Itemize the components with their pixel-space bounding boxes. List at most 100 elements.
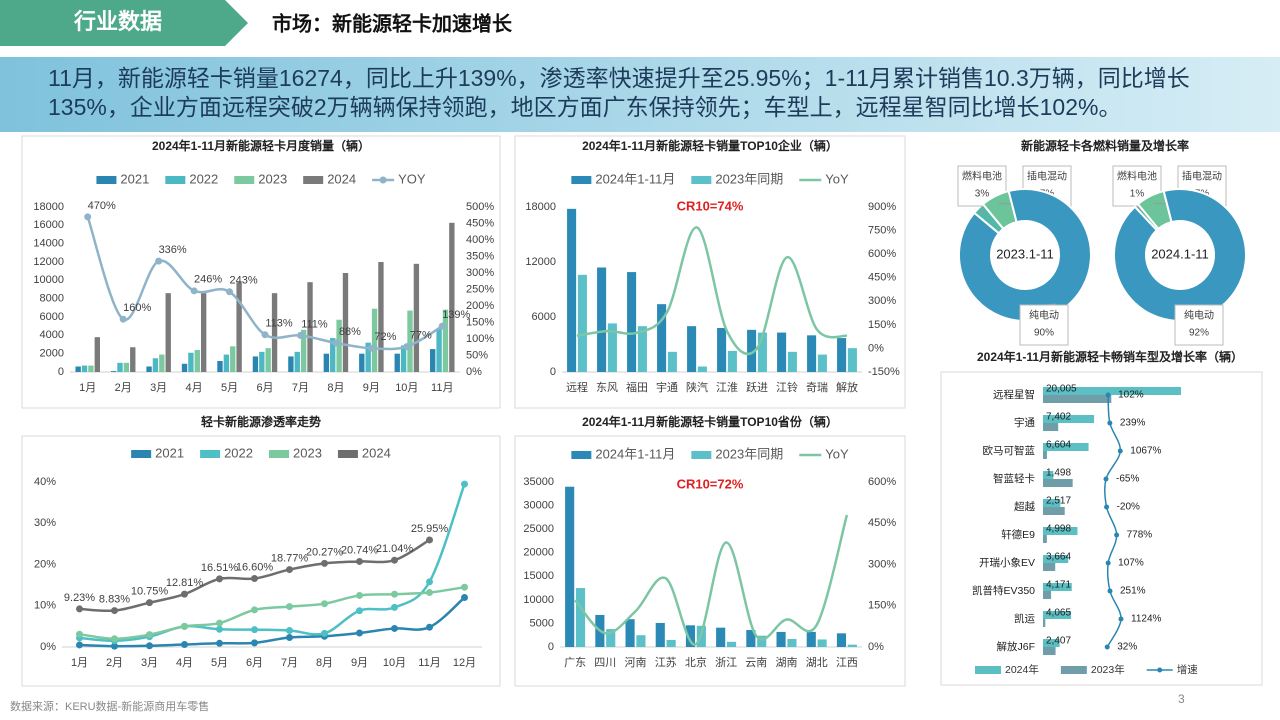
line	[86, 216, 443, 351]
donut-center: 2023.1-11	[996, 246, 1054, 261]
bar	[1043, 415, 1095, 423]
bar	[378, 262, 384, 372]
y-tick-label: 14000	[33, 238, 64, 250]
marker	[391, 624, 398, 632]
data-label: 12.81%	[166, 577, 204, 589]
bar	[667, 351, 677, 372]
bar	[407, 310, 413, 372]
data-label: 102%	[1118, 390, 1144, 401]
legend-swatch	[975, 666, 1001, 674]
data-label: 4,998	[1046, 524, 1071, 535]
data-label: 21.04%	[376, 543, 414, 555]
bar	[1043, 507, 1065, 515]
marker	[1105, 392, 1111, 398]
bar	[817, 639, 827, 647]
marker	[286, 627, 293, 634]
marker	[321, 559, 328, 567]
legend-swatch	[165, 176, 186, 184]
tab-shape	[0, 0, 248, 46]
y2-tick-label: 200%	[466, 300, 494, 312]
line	[574, 514, 849, 646]
bar	[1043, 395, 1112, 403]
bar	[230, 346, 236, 372]
legend-label: 增速	[1177, 663, 1199, 676]
slice-label: 纯电动	[1029, 309, 1059, 322]
y2-tick-label: 100%	[466, 333, 494, 345]
bar	[117, 362, 123, 372]
marker	[391, 590, 398, 598]
bar	[449, 222, 455, 372]
line	[576, 226, 848, 356]
chart-title: 2024年1-11月新能源轻卡月度销量（辆）	[152, 138, 370, 153]
legend-swatch	[691, 176, 712, 184]
legend-label: 2022	[224, 445, 253, 460]
y-tick-label: 16000	[33, 219, 64, 231]
x-tick-label: 远程	[566, 381, 588, 394]
summary-band	[0, 57, 1280, 132]
data-label: 20,005	[1046, 384, 1077, 395]
data-label: 778%	[1127, 530, 1153, 541]
bar	[359, 353, 365, 372]
bar	[847, 644, 857, 647]
data-label: 32%	[1117, 642, 1137, 653]
y2-tick-label: 150%	[868, 600, 896, 612]
marker	[76, 641, 83, 649]
marker	[76, 630, 83, 638]
tab-label: 行业数据	[73, 9, 162, 34]
data-label: 7,402	[1046, 412, 1071, 423]
slice-label: 燃料电池	[1117, 170, 1157, 183]
panel	[940, 371, 1263, 686]
legend-label: YOY	[398, 171, 426, 186]
data-label: 160%	[123, 302, 151, 314]
marker	[226, 288, 234, 296]
x-tick-label: 5月	[211, 657, 228, 669]
bar	[1043, 479, 1073, 487]
x-tick-label: 6月	[256, 382, 273, 394]
legend-swatch	[571, 176, 592, 184]
bar	[223, 354, 230, 372]
y2-tick-label: 450%	[868, 517, 896, 529]
bar	[342, 273, 349, 372]
bar	[1043, 451, 1047, 459]
bar	[300, 329, 307, 372]
y-tick-label: 18000	[33, 201, 64, 213]
marker	[461, 583, 468, 591]
x-tick-label: 6月	[246, 657, 263, 669]
x-tick-label: 2月	[115, 382, 132, 394]
bar	[1043, 647, 1056, 655]
data-label: 107%	[1118, 558, 1144, 569]
legend-swatch	[1060, 666, 1087, 674]
marker	[286, 634, 293, 642]
marker	[356, 607, 363, 615]
data-label: 113%	[265, 318, 293, 330]
marker	[251, 606, 258, 614]
category-label: 欧马可智蓝	[983, 444, 1036, 457]
bar	[747, 329, 757, 372]
marker	[461, 480, 468, 488]
marker	[216, 619, 223, 627]
x-tick-label: 浙江	[715, 656, 737, 669]
chart-title: 轻卡新能源渗透率走势	[201, 414, 321, 429]
y-tick-label: 6000	[532, 311, 556, 323]
bar	[1043, 423, 1059, 431]
marker	[146, 631, 153, 639]
marker	[296, 331, 304, 339]
legend: 2024年1-11月 2023年同期 YoY	[571, 446, 849, 461]
marker	[391, 556, 398, 564]
bar	[365, 342, 371, 372]
data-label: 10.75%	[131, 586, 169, 598]
bar	[806, 631, 816, 647]
leader	[981, 205, 985, 215]
marker	[356, 557, 363, 565]
legend-swatch	[269, 450, 289, 458]
marker	[76, 605, 83, 613]
chart-title: 新能源轻卡各燃料销量及增长率	[1021, 138, 1189, 153]
y-tick-label: 0	[548, 641, 554, 653]
bar	[394, 353, 400, 372]
x-tick-label: 3月	[150, 382, 167, 394]
x-tick-label: 4月	[186, 382, 203, 394]
legend-label: 2024年1-11月	[595, 446, 675, 461]
bar	[194, 350, 200, 372]
legend-swatch	[1157, 667, 1163, 673]
x-tick-label: 江西	[836, 656, 858, 669]
